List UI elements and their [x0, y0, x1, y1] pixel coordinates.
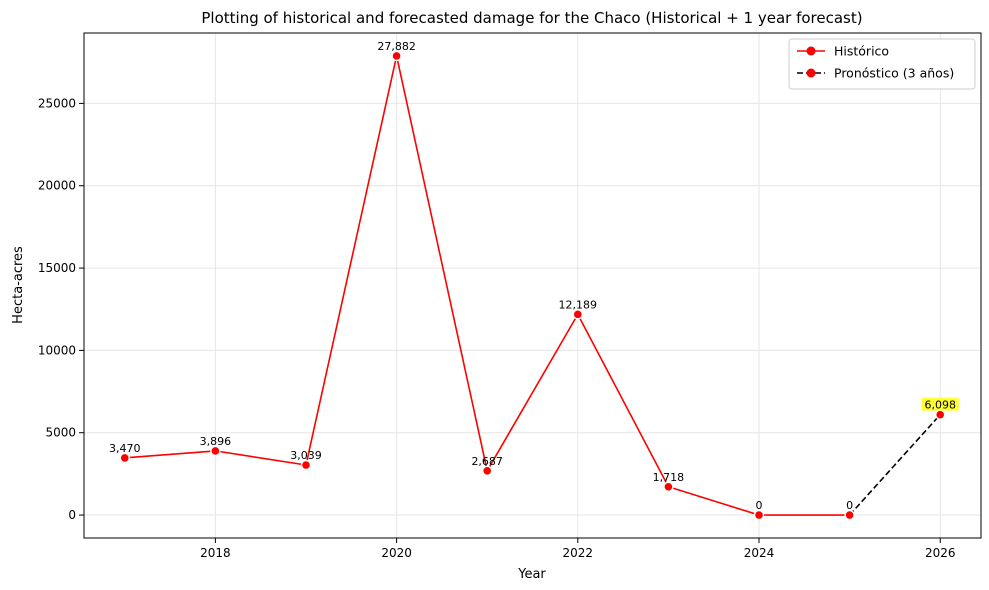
- x-tick-label: 2020: [381, 546, 412, 560]
- x-axis-label: Year: [517, 567, 546, 582]
- data-point-marker: [391, 50, 402, 62]
- chart-title: Plotting of historical and forecasted da…: [201, 9, 862, 27]
- data-label: 12,189: [559, 298, 598, 311]
- series-line-1: [849, 414, 941, 516]
- axes: 2018 2020 2022 2024 2026 0 5000 10000 15000 20000…: [38, 96, 956, 560]
- legend-marker-0: [806, 46, 816, 56]
- y-tick-label: 5000: [45, 426, 76, 440]
- y-tick-label: 20000: [38, 179, 76, 193]
- data-labels: 3,470 3,896 3,039 27,882 2,687 12,189 1,718 0 0 6…: [109, 40, 959, 512]
- y-tick-label: 0: [68, 508, 76, 522]
- x-tick-label: 2018: [200, 546, 231, 560]
- data-point-marker: [572, 309, 584, 320]
- data-point-marker: [753, 509, 765, 521]
- y-tick-label: 15000: [38, 261, 76, 275]
- data-label: 0: [756, 499, 763, 512]
- data-point-marker: [663, 481, 674, 492]
- data-label-highlight: [921, 397, 959, 411]
- data-label: 3,039: [290, 449, 322, 462]
- y-axis-label: Hecta-acres: [11, 246, 26, 324]
- data-label: 3,896: [200, 435, 232, 448]
- data-series: [119, 50, 946, 521]
- x-tick-label: 2024: [744, 546, 775, 560]
- data-label: 1,718: [653, 471, 685, 484]
- legend-marker-1: [806, 68, 816, 78]
- data-point-marker: [210, 445, 221, 457]
- data-point-marker: [481, 465, 493, 477]
- legend-label-1: Pronóstico (3 años): [834, 66, 954, 81]
- x-tick-label: 2026: [925, 546, 956, 560]
- data-point-marker: [119, 452, 130, 464]
- data-label: 6,098: [924, 399, 956, 412]
- grid-lines: [84, 33, 981, 538]
- data-label: 27,882: [377, 40, 416, 53]
- x-tick-label: 2022: [563, 546, 594, 560]
- legend: Histórico Pronóstico (3 años): [788, 38, 976, 90]
- legend-label-0: Histórico: [834, 44, 889, 59]
- plot-area-frame: [83, 32, 982, 539]
- y-tick-label: 10000: [38, 343, 76, 357]
- data-point-marker: [844, 509, 855, 521]
- data-label: 2,687: [471, 455, 503, 468]
- y-tick-label: 25000: [38, 96, 76, 110]
- data-point-marker: [300, 459, 312, 471]
- data-label: 3,470: [109, 442, 141, 455]
- legend-box: [788, 38, 976, 90]
- data-label: 0: [846, 499, 853, 512]
